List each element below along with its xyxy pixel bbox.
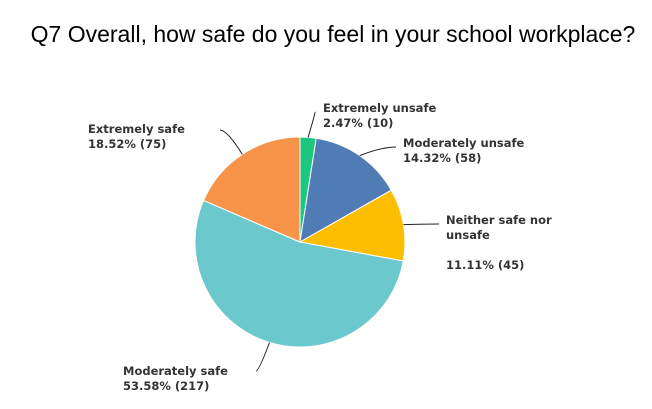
slice-label-line: Extremely unsafe <box>323 101 436 115</box>
chart-title: Q7 Overall, how safe do you feel in your… <box>31 21 636 47</box>
slice-label-line: 53.58% (217) <box>123 379 209 393</box>
leader-line-neither-safe-nor-unsafe <box>403 223 440 226</box>
slice-label-line: 2.47% (10) <box>323 116 393 130</box>
leader-line-extremely-safe <box>219 129 243 155</box>
slice-label-line: Neither safe nor <box>446 213 552 227</box>
slice-label-line: 14.32% (58) <box>403 151 481 165</box>
pie-slice-moderately-safe <box>194 199 404 348</box>
slice-label-extremely-safe: Extremely safe 18.52% (75) <box>88 122 185 151</box>
slice-label-line <box>446 243 450 257</box>
leader-line-moderately-safe <box>255 342 270 372</box>
slice-label-line: 11.11% (45) <box>446 258 524 272</box>
leader-line-moderately-unsafe <box>359 146 397 157</box>
slice-label-moderately-unsafe: Moderately unsafe 14.32% (58) <box>403 136 525 165</box>
leader-line-extremely-unsafe <box>307 111 316 138</box>
slice-label-line: Moderately unsafe <box>403 136 525 150</box>
slice-label-line: Moderately safe <box>123 364 228 378</box>
slice-label-line: Extremely safe <box>88 122 185 136</box>
pie-slice-extremely-safe <box>202 136 301 243</box>
slice-label-line: 18.52% (75) <box>88 137 166 151</box>
slice-label-extremely-unsafe: Extremely unsafe 2.47% (10) <box>323 101 436 130</box>
pie-slice-neither-safe-nor-unsafe <box>298 189 406 262</box>
slice-label-line: unsafe <box>446 228 490 242</box>
slice-label-moderately-safe: Moderately safe 53.58% (217) <box>123 364 228 393</box>
slice-label-neither-safe-nor-unsafe: Neither safe nor unsafe 11.11% (45) <box>446 213 552 272</box>
